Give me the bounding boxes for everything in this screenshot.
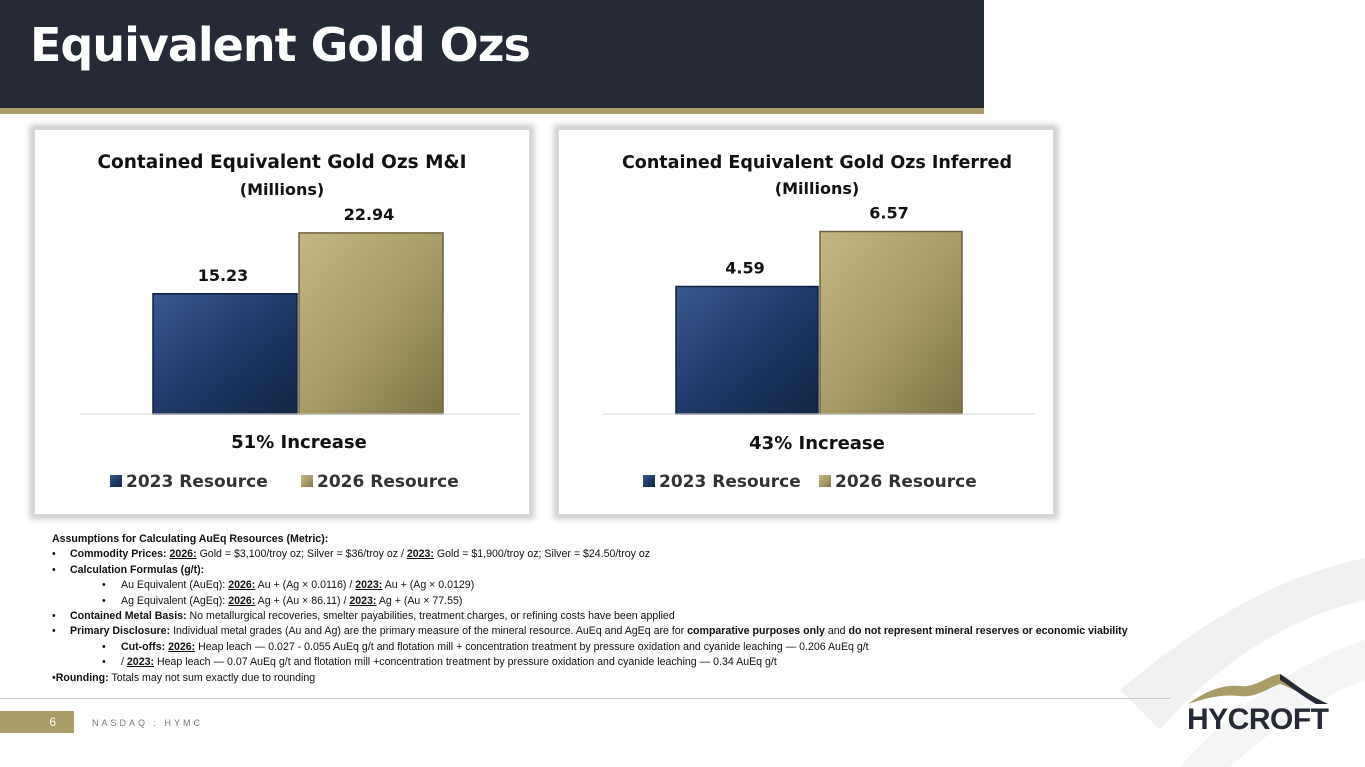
footer-divider [0, 698, 1170, 699]
notes-au-equivalent: Au Equivalent (AuEq): 2026: Au + (Ag × 0… [52, 578, 1162, 594]
bar-2023 [152, 293, 298, 415]
chart-inferred: Contained Equivalent Gold Ozs Inferred (… [603, 153, 1035, 492]
value-label-2023: 4.59 [725, 259, 764, 278]
legend-swatch-2023 [110, 475, 122, 487]
increase-annotation: 51% Increase [231, 432, 367, 453]
chart-subtitle: (Millions) [775, 179, 859, 198]
notes-calculation-formulas: Calculation Formulas (g/t): [52, 563, 1162, 579]
footer-ticker: NASDAQ : HYMC [92, 718, 204, 728]
chart-mi: Contained Equivalent Gold Ozs M&I (Milli… [80, 152, 520, 492]
bar-2026 [298, 232, 444, 415]
header-accent-stripe [0, 108, 984, 114]
bar-2023 [675, 285, 819, 415]
chart-title: Contained Equivalent Gold Ozs M&I [97, 152, 466, 173]
chart-title: Contained Equivalent Gold Ozs Inferred [622, 153, 1012, 173]
bars: 4.59 6.57 [675, 204, 963, 415]
notes-commodity-prices: Commodity Prices: 2026: Gold = $3,100/tr… [52, 547, 1162, 563]
legend-swatch-2023 [643, 475, 655, 487]
company-logo-text: HYCROFT [1187, 703, 1329, 736]
notes-cutoffs-2026: Cut-offs: 2026: Heap leach — 0.027 - 0.0… [52, 640, 1162, 656]
notes-cutoffs-2023: / 2023: Heap leach — 0.07 AuEq g/t and f… [52, 655, 1162, 671]
background-swoosh [1120, 558, 1365, 767]
legend-swatch-2026 [301, 475, 313, 487]
increase-annotation: 43% Increase [749, 433, 885, 454]
notes-rounding: •Rounding: Totals may not sum exactly du… [52, 671, 316, 684]
page-title: Equivalent Gold Ozs [30, 18, 531, 72]
assumptions-notes: Assumptions for Calculating AuEq Resourc… [52, 532, 1162, 686]
chart-card-inferred: Contained Equivalent Gold Ozs Inferred (… [557, 128, 1055, 516]
notes-ag-equivalent: Ag Equivalent (AgEq): 2026: Ag + (Au × 8… [52, 594, 1162, 610]
page-number: 6 [0, 711, 74, 733]
legend-swatch-2026 [819, 475, 831, 487]
chart-subtitle: (Millions) [240, 180, 324, 199]
value-label-2026: 6.57 [869, 204, 908, 223]
bar-2026 [819, 230, 963, 415]
header-bar: Equivalent Gold Ozs [0, 0, 984, 108]
legend-label-2026: 2026 Resource [835, 472, 977, 492]
value-label-2023: 15.23 [198, 266, 249, 285]
notes-primary-disclosure: Primary Disclosure: Individual metal gra… [52, 624, 1162, 640]
legend-label-2023: 2023 Resource [659, 472, 801, 492]
mountain-logo-icon [1188, 674, 1328, 704]
legend-label-2023: 2023 Resource [126, 472, 268, 492]
bars: 15.23 22.94 [152, 205, 444, 415]
chart-card-mi: Contained Equivalent Gold Ozs M&I (Milli… [33, 128, 531, 516]
notes-heading: Assumptions for Calculating AuEq Resourc… [52, 533, 329, 545]
notes-contained-metal-basis: Contained Metal Basis: No metallurgical … [52, 609, 1162, 625]
value-label-2026: 22.94 [344, 205, 395, 224]
legend-label-2026: 2026 Resource [317, 472, 459, 492]
